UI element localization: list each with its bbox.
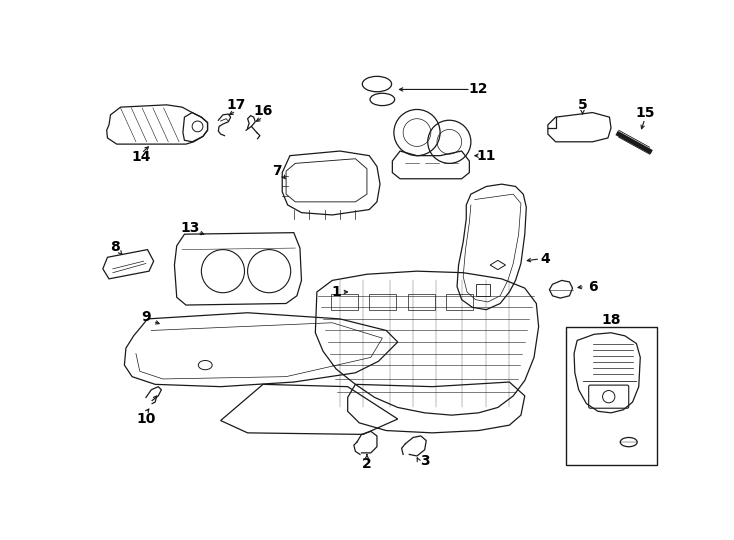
Text: 10: 10 xyxy=(137,412,156,426)
Text: 13: 13 xyxy=(180,221,200,235)
Text: 16: 16 xyxy=(253,104,272,118)
Text: 9: 9 xyxy=(141,310,150,325)
Text: 12: 12 xyxy=(469,83,488,97)
Text: 5: 5 xyxy=(578,98,587,112)
Text: 11: 11 xyxy=(476,148,496,163)
Text: 3: 3 xyxy=(420,454,429,468)
Text: 14: 14 xyxy=(131,150,151,164)
Text: 6: 6 xyxy=(588,280,597,294)
Text: 15: 15 xyxy=(635,105,655,119)
Text: 2: 2 xyxy=(362,457,372,471)
Text: 1: 1 xyxy=(331,285,341,299)
Text: 17: 17 xyxy=(226,98,246,112)
Text: 18: 18 xyxy=(601,313,621,327)
Text: 7: 7 xyxy=(272,164,282,178)
Text: 8: 8 xyxy=(110,240,120,254)
Text: 4: 4 xyxy=(541,252,550,266)
